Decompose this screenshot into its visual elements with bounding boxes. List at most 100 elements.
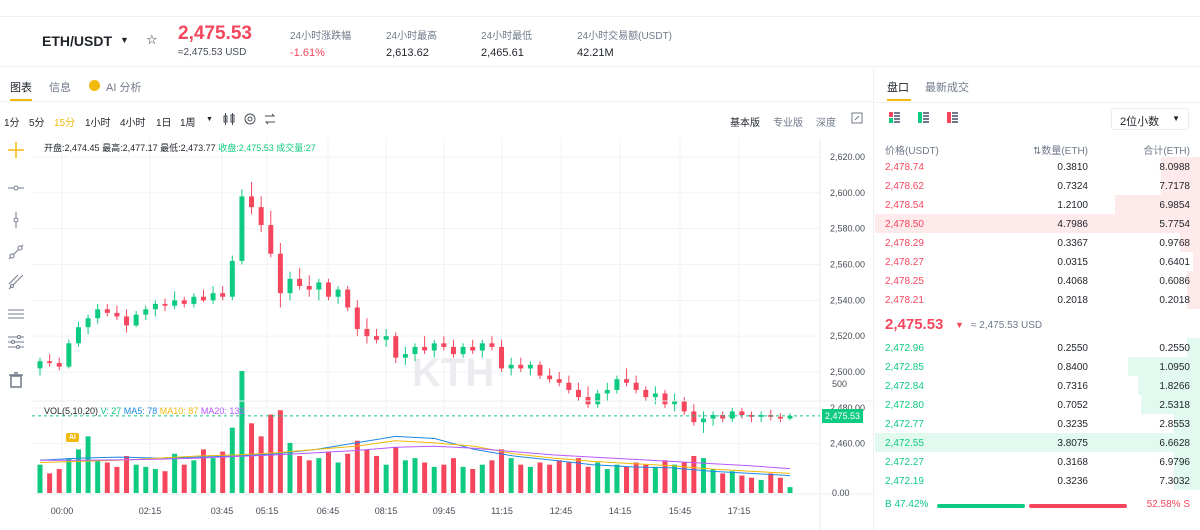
book-bids-view-icon[interactable] bbox=[918, 112, 929, 123]
ask-qty: 0.7324 bbox=[1057, 181, 1088, 192]
horizontal-line-icon[interactable] bbox=[6, 178, 26, 198]
decimals-select[interactable]: 2位小数 ▼ bbox=[1111, 108, 1189, 130]
ask-row[interactable]: 2,478.74 0.3810 8.0988 bbox=[875, 157, 1200, 176]
bid-row[interactable]: 2,472.84 0.7316 1.8266 bbox=[875, 376, 1200, 395]
ask-row[interactable]: 2,478.29 0.3367 0.9768 bbox=[875, 233, 1200, 252]
version-depth[interactable]: 深度 bbox=[816, 118, 836, 129]
tab-order-book[interactable]: 盘口 bbox=[887, 82, 909, 94]
candle-body bbox=[681, 400, 687, 412]
ask-price: 2,478.25 bbox=[885, 276, 924, 287]
header-qty[interactable]: ⇅数量(ETH) bbox=[1032, 146, 1088, 157]
bid-row[interactable]: 2,472.85 0.8400 1.0950 bbox=[875, 357, 1200, 376]
candle-body bbox=[547, 375, 553, 380]
ask-row[interactable]: 2,478.27 0.0315 0.6401 bbox=[875, 252, 1200, 271]
tab-chart[interactable]: 图表 bbox=[10, 82, 32, 94]
candle-body bbox=[56, 363, 62, 367]
timeframe-5m[interactable]: 5分 bbox=[29, 118, 45, 129]
volume-bar bbox=[422, 462, 428, 493]
ohlc-open: 开盘:2,474.45 bbox=[44, 143, 100, 153]
tab-recent-trades[interactable]: 最新成交 bbox=[925, 82, 969, 94]
timeframe-15m[interactable]: 15分 bbox=[54, 118, 76, 129]
ask-row[interactable]: 2,478.21 0.2018 0.2018 bbox=[875, 290, 1200, 309]
ask-row[interactable]: 2,478.62 0.7324 7.7178 bbox=[875, 176, 1200, 195]
bid-price: 2,472.80 bbox=[885, 400, 924, 411]
volume-bar bbox=[393, 447, 399, 493]
bid-row[interactable]: 2,472.80 0.7052 2.5318 bbox=[875, 395, 1200, 414]
bid-row[interactable]: 2,472.19 0.3236 7.3032 bbox=[875, 471, 1200, 490]
settings-lines-icon[interactable] bbox=[6, 332, 26, 352]
chevron-down-icon[interactable]: ▼ bbox=[206, 116, 213, 123]
candle-body bbox=[556, 379, 562, 383]
book-asks-view-icon[interactable] bbox=[947, 112, 958, 123]
crosshair-icon[interactable] bbox=[6, 140, 26, 160]
timeframe-1d[interactable]: 1日 bbox=[156, 118, 172, 129]
chart-grid bbox=[32, 138, 820, 498]
fullscreen-icon[interactable] bbox=[851, 112, 863, 127]
swap-icon[interactable] bbox=[263, 112, 277, 129]
version-basic[interactable]: 基本版 bbox=[730, 118, 760, 129]
header-price: 价格(USDT) bbox=[885, 146, 939, 157]
bid-row[interactable]: 2,472.96 0.2550 0.2550 bbox=[875, 338, 1200, 357]
ai-badge[interactable]: AI bbox=[66, 433, 79, 442]
volume-bar bbox=[710, 469, 716, 493]
candle-body bbox=[787, 415, 793, 419]
volume-bar bbox=[441, 464, 447, 493]
bid-row[interactable]: 2,472.27 0.3168 6.9796 bbox=[875, 452, 1200, 471]
star-icon[interactable]: ☆ bbox=[146, 32, 158, 47]
indicator-icon[interactable] bbox=[243, 112, 257, 129]
ask-price: 2,478.21 bbox=[885, 295, 924, 306]
ask-qty: 1.2100 bbox=[1057, 200, 1088, 211]
stat-24h-low: 24小时最低 2,465.61 bbox=[481, 31, 533, 59]
candlestick-chart[interactable]: KTH 2,620.00 2,600.00 2,580.00 2,560.00 2,54… bbox=[32, 138, 874, 530]
candle-body bbox=[297, 278, 303, 286]
volume-bars bbox=[37, 371, 793, 493]
pair-selector[interactable]: ETH/USDT bbox=[42, 33, 112, 49]
candle-body bbox=[566, 382, 572, 390]
volume-bar bbox=[489, 460, 495, 493]
bid-row[interactable]: 2,472.55 3.8075 6.6628 bbox=[875, 433, 1200, 452]
candle-body bbox=[66, 343, 72, 367]
sell-ratio: 52.58% S bbox=[1146, 499, 1190, 510]
ask-row[interactable]: 2,478.54 1.2100 6.9854 bbox=[875, 195, 1200, 214]
bid-price: 2,472.27 bbox=[885, 457, 924, 468]
tab-info[interactable]: 信息 bbox=[49, 82, 71, 94]
candle-type-icon[interactable] bbox=[222, 112, 236, 129]
candle-body bbox=[335, 289, 341, 297]
ask-total: 8.0988 bbox=[1159, 162, 1190, 173]
vertical-line-icon[interactable] bbox=[6, 210, 26, 230]
ask-price: 2,478.62 bbox=[885, 181, 924, 192]
version-pro[interactable]: 专业版 bbox=[773, 118, 803, 129]
ask-total: 0.2018 bbox=[1159, 295, 1190, 306]
time-tick-label: 11:15 bbox=[491, 506, 513, 516]
bid-row[interactable]: 2,472.77 0.3235 2.8553 bbox=[875, 414, 1200, 433]
ask-price: 2,478.54 bbox=[885, 200, 924, 211]
ask-row[interactable]: 2,478.25 0.4068 0.6086 bbox=[875, 271, 1200, 290]
trend-line-icon[interactable] bbox=[6, 242, 26, 262]
book-both-view-icon[interactable] bbox=[889, 112, 900, 123]
timeframe-1m[interactable]: 1分 bbox=[4, 118, 20, 129]
price-tick-label: 2,460.00 bbox=[830, 439, 865, 449]
trash-icon[interactable] bbox=[6, 370, 26, 390]
ask-row[interactable]: 2,478.50 4.7986 5.7754 bbox=[875, 214, 1200, 233]
candle-body bbox=[652, 393, 658, 398]
chevron-down-icon[interactable]: ▼ bbox=[120, 35, 129, 45]
volume-bar bbox=[402, 460, 408, 493]
volume-bar bbox=[258, 436, 264, 493]
chevron-down-icon: ▼ bbox=[1172, 114, 1180, 123]
fib-icon[interactable] bbox=[6, 302, 26, 322]
bid-total: 1.0950 bbox=[1159, 362, 1190, 373]
timeframe-1h[interactable]: 1小时 bbox=[85, 118, 111, 129]
last-price: 2,475.53 bbox=[178, 23, 252, 44]
volume-bar bbox=[335, 462, 341, 493]
ray-icon[interactable] bbox=[6, 272, 26, 292]
ask-total: 6.9854 bbox=[1159, 200, 1190, 211]
timeframe-1w[interactable]: 1周 bbox=[180, 118, 196, 129]
tab-ai-analysis[interactable]: AI 分析 bbox=[106, 82, 142, 94]
candle-body bbox=[133, 314, 139, 326]
bid-qty: 0.3235 bbox=[1057, 419, 1088, 430]
timeframe-4h[interactable]: 4小时 bbox=[120, 118, 146, 129]
candle-body bbox=[777, 416, 783, 419]
top-divider bbox=[0, 16, 1200, 17]
time-tick-label: 14:15 bbox=[609, 506, 632, 516]
time-tick-label: 03:45 bbox=[211, 506, 234, 516]
